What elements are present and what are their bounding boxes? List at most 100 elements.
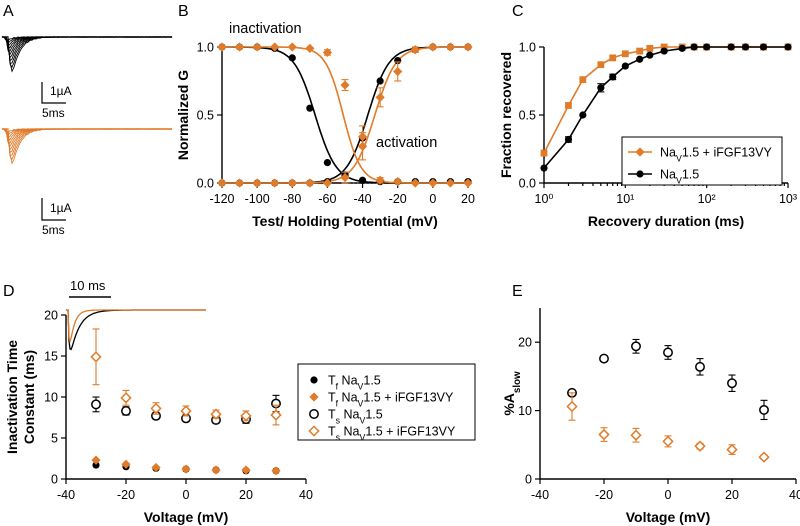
y-axis-label: Fraction recovered [498, 52, 514, 178]
data-point-diamond-open [598, 428, 610, 441]
data-point-ifgf-activation [393, 66, 403, 77]
series-line-wt [543, 46, 788, 169]
data-point-ifgf-activation [357, 141, 368, 151]
data-point-ifgf-inactivation [393, 177, 403, 187]
data-point-wt-activation [376, 77, 384, 85]
x-tick-label: -20 [595, 488, 613, 502]
data-point-ifgf-activation [340, 172, 350, 183]
data-point-ifgf [579, 76, 587, 84]
data-point-ifgf [609, 54, 617, 62]
panel-a-scale-time-top: 5ms [42, 106, 65, 120]
data-point-diamond-open [566, 400, 578, 413]
data-point-circle-open [759, 404, 769, 415]
x-axis-label: Voltage (mV) [626, 509, 711, 525]
y-tick-label: 10 [518, 404, 532, 418]
legend-marker [308, 425, 320, 437]
panel-label-a: A [3, 3, 14, 20]
data-point-wt [759, 43, 768, 51]
x-tick-label: 20 [461, 192, 475, 206]
data-point-diamond-open [210, 408, 222, 420]
axis-lines [221, 47, 468, 184]
inset-trace-ifgf [66, 309, 206, 344]
y-axis-label-line1: Inactivation Time [4, 340, 20, 454]
legend-marker [310, 376, 318, 384]
data-point-circle-open [695, 361, 705, 372]
data-point-wt [741, 43, 750, 51]
data-point-diamond-filled [241, 465, 251, 475]
x-axis-label: Test/ Holding Potential (mV) [252, 213, 438, 229]
y-axis-label: %Aslow [501, 371, 523, 416]
data-point-wt [690, 43, 698, 51]
data-point-ifgf [540, 149, 548, 157]
data-point-circle-open [121, 405, 131, 416]
x-tick-label: 40 [299, 488, 313, 502]
fit-curve-ifgf-inactivation [222, 46, 468, 184]
panel-e-chart: 0 10 20 -40 -20 0 20 40 Voltage (mV) %Aslow [501, 308, 800, 525]
data-point-wt-inactivation [306, 104, 314, 112]
x-tick-label: -20 [389, 192, 407, 206]
data-point-diamond-open [726, 443, 738, 456]
data-point-wt [564, 135, 573, 144]
data-point-wt-inactivation [358, 176, 367, 184]
data-point-wt [703, 43, 711, 51]
legend-marker [636, 170, 644, 178]
data-point-ifgf-inactivation [428, 178, 438, 188]
data-point-ifgf-activation [428, 42, 438, 52]
y-tick-label: 0.5 [519, 109, 536, 123]
y-tick-label: 0.0 [519, 177, 536, 191]
legend-marker [309, 409, 319, 419]
panel-a-scalebar-bottom: 1µA 5ms [41, 198, 72, 237]
legend-entry-0: Tf NaV1.5 [328, 374, 381, 392]
data-point-wt-inactivation [288, 54, 296, 62]
data-point-wt [660, 47, 668, 55]
data-point-wt [579, 111, 587, 119]
data-point-wt [784, 43, 792, 51]
current-trace [1, 127, 173, 165]
data-point-wt-inactivation [323, 159, 332, 167]
y-tick-label: 0 [525, 473, 532, 487]
y-tick-label: 10 [44, 391, 58, 405]
inset-trace-wt [66, 309, 206, 351]
y-tick-label: 0.5 [197, 109, 214, 123]
x-tick-label: 0 [183, 488, 190, 502]
panel-c-chart: 0.0 0.5 1.0 10⁰ 10¹ 10² 10³ Recovery duration (… [498, 41, 797, 230]
y-tick-label: 0.0 [197, 177, 214, 191]
y-axis-label: Normalized G [175, 70, 191, 160]
data-point-ifgf-inactivation [287, 42, 297, 52]
data-point-diamond-open [270, 409, 282, 421]
data-point-diamond-open [694, 440, 706, 452]
panel-label-c: C [512, 3, 524, 20]
inset-traces: 10 ms [66, 278, 206, 351]
data-point-diamond-filled [271, 466, 281, 476]
x-tick-label: -40 [57, 488, 75, 502]
fit-curve-wt-inactivation [222, 46, 468, 184]
data-point-wt [540, 164, 548, 172]
y-tick-label: 20 [44, 309, 58, 323]
panel-a-scale-current-bottom: 1µA [50, 201, 72, 215]
data-point-ifgf-inactivation [445, 178, 456, 188]
data-point-ifgf-activation [445, 42, 456, 52]
y-tick-label: 20 [518, 336, 532, 350]
data-point-diamond-open [240, 410, 252, 422]
current-trace [1, 36, 173, 69]
annotation-inactivation: inactivation [229, 21, 302, 37]
data-point-wt [597, 84, 605, 92]
data-point-ifgf-inactivation [463, 178, 473, 188]
x-tick-label: -20 [117, 488, 135, 502]
data-point-circle-filled [92, 461, 100, 469]
y-tick-label: 1.0 [519, 41, 536, 55]
x-tick-label: 20 [239, 488, 253, 502]
x-tick-label: 0 [665, 488, 672, 502]
data-point-ifgf-activation [305, 178, 315, 188]
inset-scale-label: 10 ms [70, 278, 106, 293]
data-point-diamond-filled [211, 465, 221, 475]
y-tick-label: 1.0 [197, 41, 214, 55]
data-point-ifgf [597, 61, 605, 69]
data-point-wt [609, 73, 617, 81]
data-point-diamond-filled [121, 459, 131, 469]
fit-curve-wt-activation [222, 46, 468, 184]
y-tick-label: 0 [51, 473, 58, 487]
y-tick-label: 15 [44, 350, 58, 364]
